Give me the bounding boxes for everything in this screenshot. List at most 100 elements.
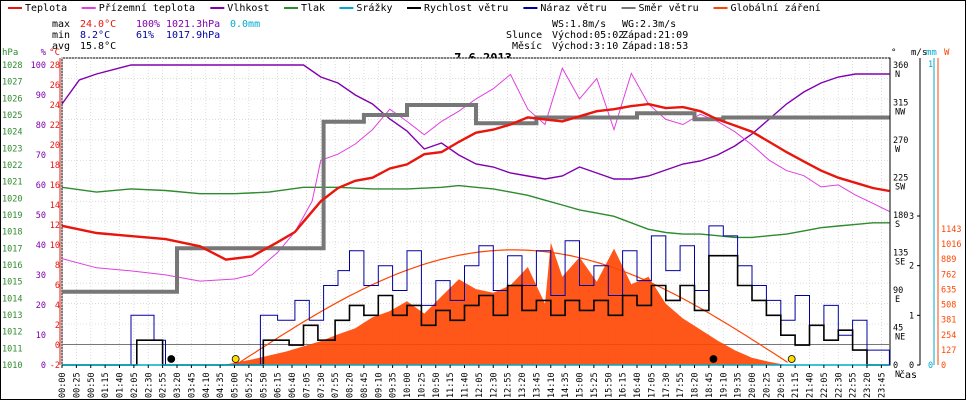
x-tick-label-57: 23:45	[877, 372, 887, 398]
axis-pressure-tick-0: 1028	[2, 61, 22, 71]
axis-direction-dir-4: S	[895, 220, 900, 230]
axis-temperature-tick-4: 20	[50, 141, 60, 151]
axis-direction-title: °	[891, 48, 896, 58]
x-tick-label-46: 19:10	[719, 372, 729, 398]
x-tick-label-25: 10:25	[417, 372, 427, 398]
axis-pressure-tick-3: 1025	[2, 111, 22, 121]
x-tick-label-8: 03:20	[173, 372, 183, 398]
stats-min-label: min	[52, 30, 70, 41]
axis-wind-tick-3: 0	[909, 361, 914, 371]
x-tick-label-42: 17:30	[662, 372, 672, 398]
axis-humidity-tick-10: 0	[41, 361, 46, 371]
axis-direction-dir-1: NW	[895, 108, 906, 118]
x-tick-label-33: 13:45	[532, 372, 542, 398]
x-tick-label-51: 21:15	[791, 372, 801, 398]
x-tick-label-37: 15:25	[590, 372, 600, 398]
x-tick-label-54: 22:30	[834, 372, 844, 398]
x-tick-label-21: 08:45	[360, 372, 370, 398]
stats-max-rain: 0.0mm	[230, 19, 260, 30]
x-tick-label-10: 04:10	[202, 372, 212, 398]
x-tick-label-18: 07:30	[317, 372, 327, 398]
x-tick-label-22: 09:10	[374, 372, 384, 398]
axis-pressure-tick-5: 1023	[2, 144, 22, 154]
axis-rain-tick-0: 1	[928, 60, 933, 70]
axis-pressure-tick-11: 1017	[2, 244, 22, 254]
legend-label-6: Náraz větru	[540, 2, 606, 14]
stats-max-humidity: 100%	[136, 19, 160, 30]
axis-humidity-tick-4: 60	[36, 181, 46, 191]
axis-wind-tick-1: 2	[909, 262, 914, 272]
axis-radiation-tick-4: 635	[941, 285, 956, 295]
x-tick-label-44: 18:20	[691, 372, 701, 398]
axis-direction-tick-2: 270	[893, 136, 908, 146]
axis-temperature-tick-6: 16	[50, 181, 60, 191]
axis-pressure-tick-9: 1019	[2, 211, 22, 221]
axis-humidity-tick-2: 80	[36, 121, 46, 131]
wind-gust-avg: WG:2.3m/s	[622, 19, 676, 30]
legend-label-2: Vlhkost	[227, 3, 269, 14]
x-tick-label-30: 12:30	[489, 372, 499, 398]
axis-temperature-tick-10: 8	[55, 261, 60, 271]
x-tick-label-35: 14:35	[561, 372, 571, 398]
axis-pressure-tick-14: 1014	[2, 294, 22, 304]
x-tick-label-38: 15:50	[604, 372, 614, 398]
axis-direction-dir-7: NE	[895, 333, 905, 343]
axis-pressure-tick-8: 1020	[2, 194, 22, 204]
sun-set: Západ:21:09	[622, 29, 688, 41]
axis-wind-tick-2: 1	[909, 311, 914, 321]
axis-direction-tick-7: 45	[893, 324, 903, 334]
axis-temperature-tick-12: 4	[55, 301, 60, 311]
x-axis-label: čas	[899, 369, 917, 381]
sun-rise: Východ:05:02	[552, 29, 624, 41]
sunrise-marker	[231, 355, 240, 363]
axis-humidity-tick-3: 70	[36, 151, 46, 161]
legend-label-0: Teplota	[25, 3, 67, 14]
axis-temperature-title: °C	[49, 48, 60, 58]
moonset-marker	[709, 355, 718, 363]
axis-pressure-tick-1: 1027	[2, 78, 22, 88]
axis-rain-tick-1: 0	[928, 361, 933, 371]
axis-humidity-tick-0: 100	[31, 61, 46, 71]
stats-block: max 24.0°C 100% 1021.3hPa 0.0mm min 8.2°…	[52, 19, 260, 52]
x-tick-label-23: 09:35	[389, 372, 399, 398]
x-tick-label-40: 16:40	[633, 372, 643, 398]
wind-speed-avg: WS:1.8m/s	[552, 19, 606, 30]
axis-humidity-tick-1: 90	[36, 91, 46, 101]
axis-radiation-tick-6: 381	[941, 316, 956, 326]
x-tick-label-28: 11:40	[461, 372, 471, 398]
x-tick-label-48: 20:00	[748, 372, 758, 398]
x-tick-label-19: 07:55	[331, 372, 341, 398]
axis-temperature-tick-8: 12	[50, 221, 60, 231]
axis-wind-title: m/s	[911, 48, 927, 58]
axis-radiation-tick-7: 254	[941, 331, 956, 341]
stats-avg-label: avg	[52, 41, 70, 52]
moon-set: Západ:18:53	[622, 40, 688, 52]
x-tick-label-17: 07:05	[302, 372, 312, 398]
x-tick-label-34: 14:10	[547, 372, 557, 398]
axis-direction-tick-6: 90	[893, 286, 903, 296]
moon-label: Měsíc	[512, 40, 542, 52]
sun-label: Slunce	[506, 30, 542, 41]
x-tick-label-52: 21:40	[806, 372, 816, 398]
legend: Teplota Přízemní teplota Vlhkost Tlak Srážky…	[8, 2, 821, 14]
axis-direction-tick-8: 0	[893, 361, 898, 371]
x-tick-label-15: 06:15	[274, 372, 284, 398]
x-tick-label-49: 20:25	[762, 372, 772, 398]
axis-radiation-title: W	[944, 48, 950, 58]
legend-label-4: Srážky	[356, 2, 392, 14]
axis-temperature-tick-7: 14	[50, 201, 60, 211]
x-tick-label-27: 11:15	[446, 372, 456, 398]
axis-radiation-tick-9: 0	[941, 361, 946, 371]
radiation-area	[62, 242, 890, 366]
x-tick-label-0: 00:00	[58, 372, 68, 398]
stats-max-temp: 24.0°C	[80, 19, 116, 30]
axis-direction-tick-1: 315	[893, 99, 908, 109]
x-tick-label-31: 12:55	[504, 372, 514, 398]
axis-temperature-tick-1: 26	[50, 81, 60, 91]
axis-radiation-tick-5: 508	[941, 301, 956, 311]
axis-direction-dir-2: W	[895, 145, 901, 155]
x-tick-label-13: 05:25	[245, 372, 255, 398]
axis-temperature-tick-14: 0	[55, 341, 60, 351]
axis-radiation-tick-8: 127	[941, 346, 956, 356]
